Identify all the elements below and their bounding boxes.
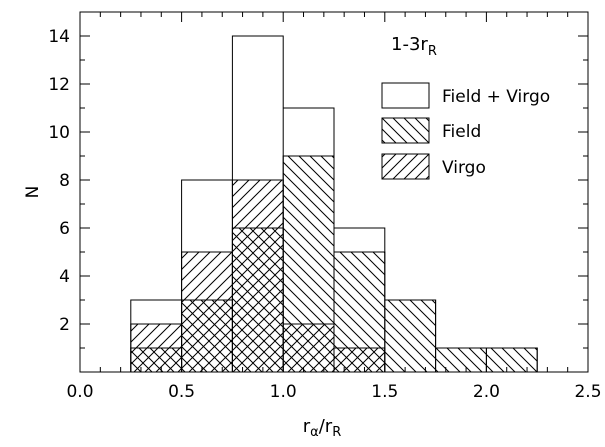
x-tick-label: 2.5 <box>574 382 601 402</box>
y-tick-label: 12 <box>48 75 70 95</box>
x-tick-label: 2.0 <box>473 382 500 402</box>
y-tick-label: 8 <box>59 171 70 191</box>
annotation-subscript: R <box>428 44 437 59</box>
y-tick-label: 14 <box>48 27 70 47</box>
x-label-r-R: r <box>325 416 333 437</box>
axes-frame <box>79 11 589 373</box>
radius-range-annotation: 1-3rR <box>391 34 437 59</box>
y-tick-label: 10 <box>48 123 70 143</box>
bar-virgo-3 <box>283 324 334 372</box>
x-tick-label: 1.5 <box>371 382 398 402</box>
y-tick-label: 6 <box>59 219 70 239</box>
x-label-r-alpha: r <box>303 416 311 437</box>
bar-field-5 <box>384 300 436 372</box>
legend-label-virgo: Virgo <box>442 158 486 178</box>
legend-swatch-field <box>381 117 430 144</box>
y-axis-label: N <box>23 186 43 199</box>
x-tick-label: 1.0 <box>270 382 297 402</box>
legend-swatch-field-virgo <box>381 82 430 109</box>
y-tick-label: 4 <box>59 267 70 287</box>
histogram-bars <box>130 156 538 372</box>
bar-virgo-1 <box>181 252 233 372</box>
x-label-alpha-subscript: α <box>310 425 319 440</box>
x-tick-label: 0.0 <box>66 382 93 402</box>
legend-label-field: Field <box>442 122 481 142</box>
x-axis-label: rα/rR <box>303 416 342 440</box>
outline-virgo <box>130 179 386 372</box>
axis-ticks: 0.0 0.5 1.0 1.5 2.0 2.5 2 4 6 8 10 12 14 <box>48 12 602 402</box>
x-label-slash: / <box>319 416 326 437</box>
legend: Field + Virgo Field Virgo <box>381 82 550 180</box>
x-tick-label: 0.5 <box>168 382 195 402</box>
bar-field-7 <box>486 348 538 372</box>
annotation-base: 1-3r <box>391 34 428 55</box>
legend-swatch-virgo <box>381 153 430 180</box>
bar-virgo-2 <box>232 180 284 372</box>
x-label-R-subscript: R <box>332 425 341 440</box>
bar-field-6 <box>435 348 487 372</box>
outline-field <box>130 155 538 372</box>
y-tick-label: 2 <box>59 315 70 335</box>
bar-virgo-4 <box>334 348 385 372</box>
legend-label-field-virgo: Field + Virgo <box>442 87 550 107</box>
histogram-outlines <box>130 35 538 372</box>
